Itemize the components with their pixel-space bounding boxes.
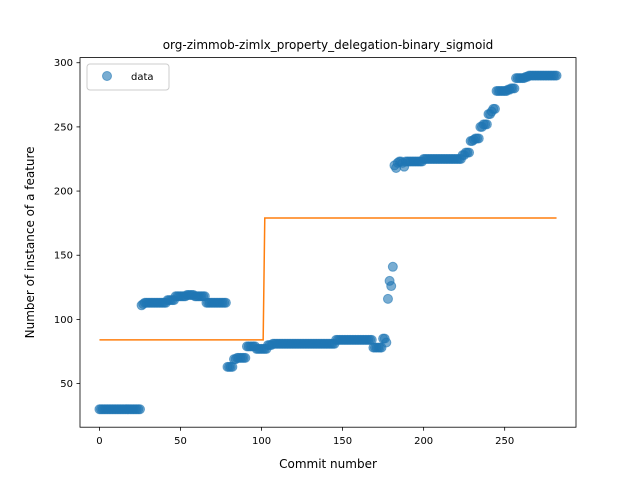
axes-frame (79, 57, 577, 428)
x-axis-label: Commit number (279, 457, 377, 471)
legend-label-data: data (131, 72, 154, 83)
data-point (240, 352, 251, 363)
y-tick-label: 200 (54, 187, 73, 198)
axis-ticks: 0 50 100 150 200 250 50 100 150 200 250 300 (54, 58, 514, 447)
data-point (489, 103, 500, 114)
y-tick-label: 250 (54, 122, 73, 133)
data-point (220, 297, 231, 308)
y-tick-label: 100 (54, 315, 73, 326)
x-tick-label: 150 (333, 436, 352, 447)
y-tick-label: 150 (54, 251, 73, 262)
x-tick-label: 50 (174, 436, 187, 447)
plot-area (94, 70, 562, 415)
legend: data (86, 63, 170, 91)
y-axis-label: Number of instance of a feature (23, 146, 37, 338)
x-tick-label: 200 (414, 436, 433, 447)
chart-title: org-zimmob-zimlx_property_delegation-bin… (163, 38, 494, 52)
data-point (387, 261, 398, 272)
legend-box (86, 63, 170, 91)
legend-marker-data (102, 71, 112, 81)
x-tick-label: 250 (495, 436, 514, 447)
data-point (386, 281, 397, 292)
data-point (509, 83, 520, 94)
data-point (473, 133, 484, 144)
x-tick-label: 0 (96, 436, 102, 447)
data-point (481, 119, 492, 130)
fit-line (99, 217, 557, 341)
x-tick-label: 100 (252, 436, 271, 447)
data-point (381, 337, 392, 348)
data-point (464, 147, 475, 158)
data-point (134, 404, 145, 415)
data-point (382, 293, 393, 304)
y-tick-label: 300 (54, 58, 73, 69)
scatter-series-data (94, 70, 562, 415)
y-tick-label: 50 (60, 379, 73, 390)
data-point (551, 70, 562, 81)
